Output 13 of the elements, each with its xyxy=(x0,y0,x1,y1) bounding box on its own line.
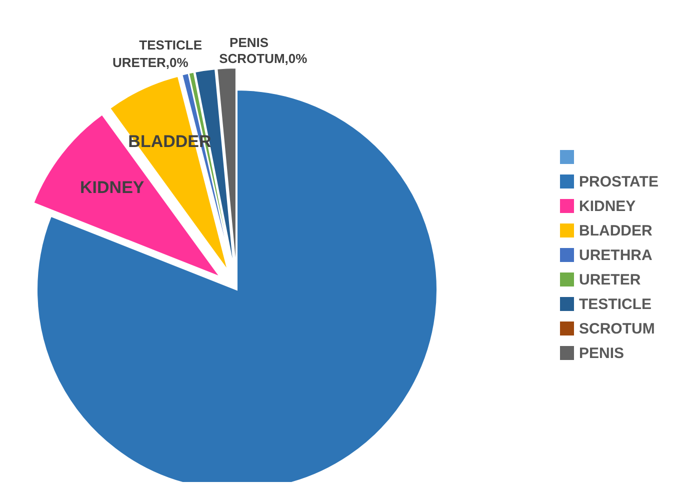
text: SCROTUM,0% xyxy=(219,50,308,66)
legend-label: PENIS xyxy=(579,345,624,362)
legend-label: BLADDER xyxy=(579,222,652,240)
legend-label: URETER xyxy=(579,272,641,288)
legend-label: SCROTUM xyxy=(579,320,655,338)
legend-label: URETHRA xyxy=(579,247,652,264)
legend-label: PROSTATE xyxy=(579,174,658,190)
data-label: PENIS xyxy=(230,35,269,50)
data-label: KIDNEY xyxy=(80,178,145,198)
legend-label: KIDNEY xyxy=(579,198,636,215)
data-label: URETER,0% xyxy=(112,54,189,70)
data-label: TESTICLE xyxy=(139,37,202,52)
legend-label: TESTICLE xyxy=(579,296,652,313)
